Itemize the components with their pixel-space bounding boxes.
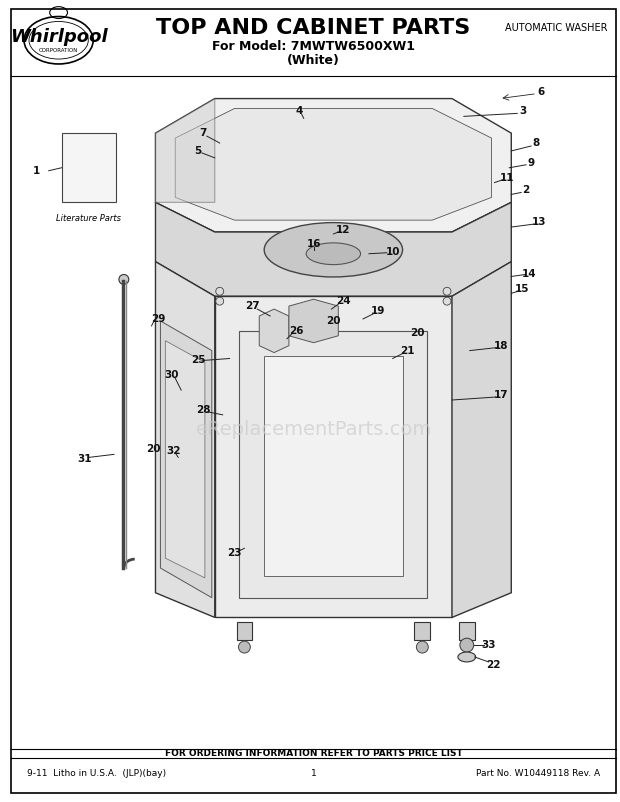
Text: Part No. W10449118 Rev. A: Part No. W10449118 Rev. A — [476, 769, 600, 778]
Text: AUTOMATIC WASHER: AUTOMATIC WASHER — [505, 23, 607, 34]
Text: 1: 1 — [33, 166, 40, 176]
Text: CORPORATION: CORPORATION — [39, 47, 78, 53]
Text: 33: 33 — [481, 640, 496, 650]
Polygon shape — [156, 99, 512, 232]
Text: 29: 29 — [151, 314, 166, 324]
Circle shape — [119, 274, 129, 285]
Ellipse shape — [264, 223, 402, 277]
Text: 3: 3 — [520, 107, 527, 116]
Text: 6: 6 — [538, 87, 544, 97]
Text: 14: 14 — [522, 269, 536, 278]
Bar — [236, 622, 252, 640]
Polygon shape — [156, 261, 215, 618]
Text: FOR ORDERING INFORMATION REFER TO PARTS PRICE LIST: FOR ORDERING INFORMATION REFER TO PARTS … — [165, 749, 463, 759]
Text: 12: 12 — [336, 225, 350, 235]
Text: 27: 27 — [245, 301, 260, 311]
Polygon shape — [161, 321, 212, 597]
Text: eReplacementParts.com: eReplacementParts.com — [195, 420, 432, 439]
Polygon shape — [289, 299, 339, 342]
Polygon shape — [156, 202, 512, 296]
Circle shape — [417, 641, 428, 653]
Text: (White): (White) — [287, 54, 340, 67]
Text: 21: 21 — [401, 346, 415, 355]
Circle shape — [216, 287, 224, 295]
Text: 32: 32 — [166, 447, 180, 456]
Text: 28: 28 — [196, 405, 210, 415]
Text: 11: 11 — [500, 172, 515, 183]
Bar — [61, 133, 116, 202]
Text: 5: 5 — [194, 146, 202, 156]
Circle shape — [460, 638, 474, 652]
Circle shape — [443, 298, 451, 305]
Text: Literature Parts: Literature Parts — [56, 214, 121, 223]
Polygon shape — [239, 331, 427, 597]
Text: 20: 20 — [410, 328, 425, 338]
Circle shape — [239, 641, 250, 653]
Polygon shape — [215, 296, 452, 618]
Ellipse shape — [306, 243, 361, 265]
Ellipse shape — [458, 652, 476, 662]
Text: 30: 30 — [164, 371, 179, 380]
Text: 9: 9 — [528, 158, 534, 168]
Text: TOP AND CABINET PARTS: TOP AND CABINET PARTS — [156, 18, 471, 38]
Circle shape — [216, 298, 224, 305]
Polygon shape — [175, 108, 492, 220]
Text: 7: 7 — [199, 128, 206, 138]
Polygon shape — [156, 99, 215, 202]
Circle shape — [443, 287, 451, 295]
Text: 8: 8 — [533, 138, 539, 148]
Text: 18: 18 — [494, 341, 508, 350]
Bar — [414, 622, 430, 640]
Text: 26: 26 — [290, 326, 304, 336]
Text: 24: 24 — [336, 296, 350, 306]
Polygon shape — [166, 341, 205, 578]
Text: 25: 25 — [191, 355, 205, 366]
Text: 13: 13 — [532, 217, 546, 227]
Bar — [459, 622, 475, 640]
Text: 17: 17 — [494, 390, 509, 400]
Polygon shape — [452, 261, 511, 618]
Text: 20: 20 — [146, 444, 161, 455]
Text: For Model: 7MWTW6500XW1: For Model: 7MWTW6500XW1 — [212, 39, 415, 53]
Text: 15: 15 — [515, 285, 529, 294]
Text: 1: 1 — [311, 769, 316, 778]
Polygon shape — [259, 309, 289, 353]
Text: 31: 31 — [77, 454, 92, 464]
Polygon shape — [264, 355, 402, 576]
Text: 10: 10 — [386, 247, 400, 257]
Text: 23: 23 — [228, 549, 242, 558]
Text: 20: 20 — [326, 316, 340, 326]
Text: 4: 4 — [295, 107, 303, 116]
Text: Whirlpool: Whirlpool — [10, 28, 107, 47]
Text: 19: 19 — [371, 306, 385, 316]
Text: 9-11  Litho in U.S.A.  (JLP)(bay): 9-11 Litho in U.S.A. (JLP)(bay) — [27, 769, 166, 778]
Text: 16: 16 — [306, 239, 321, 249]
Text: 2: 2 — [523, 185, 529, 196]
Text: 22: 22 — [486, 660, 501, 670]
